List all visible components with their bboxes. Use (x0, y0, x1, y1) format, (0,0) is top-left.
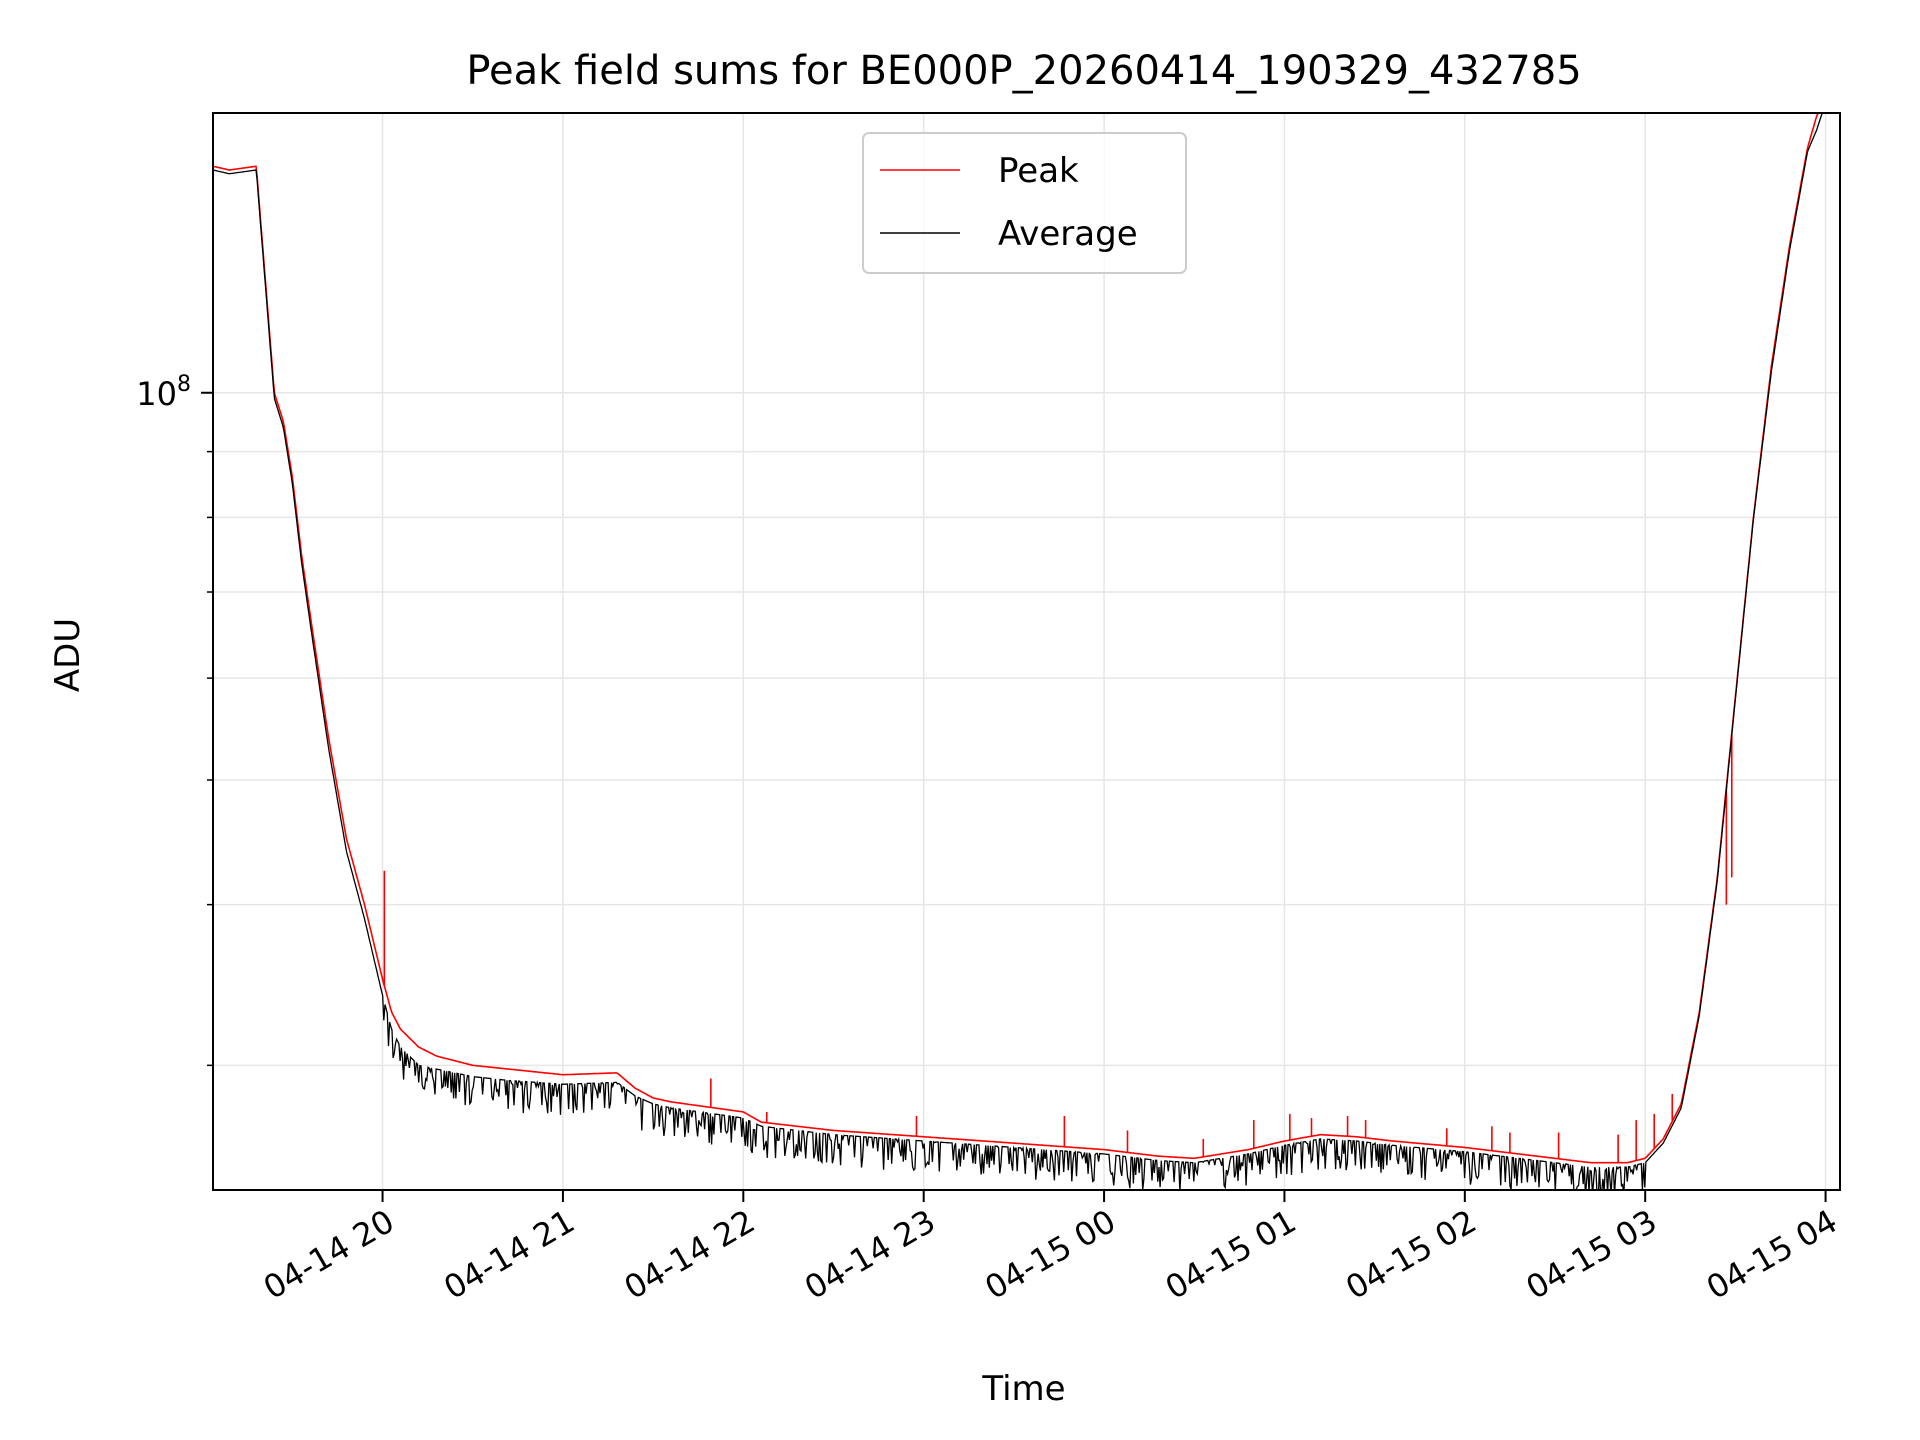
legend: Peak Average (862, 132, 1187, 274)
series-peak-line (213, 113, 1819, 1164)
x-axis-label: Time (981, 1369, 1065, 1409)
plot-frame (212, 112, 1841, 1191)
y-tick-label: 108 (136, 372, 191, 413)
y-axis-label: ADU (48, 618, 88, 692)
series-average-line (213, 113, 1823, 1190)
legend-average-label: Average (998, 214, 1138, 254)
grid-layer (213, 113, 1840, 1190)
legend-peak-label: Peak (998, 151, 1079, 191)
legend-box (862, 132, 1187, 274)
series-layer (213, 113, 1823, 1190)
chart-title: Peak field sums for BE000P_20260414_1903… (466, 48, 1581, 94)
